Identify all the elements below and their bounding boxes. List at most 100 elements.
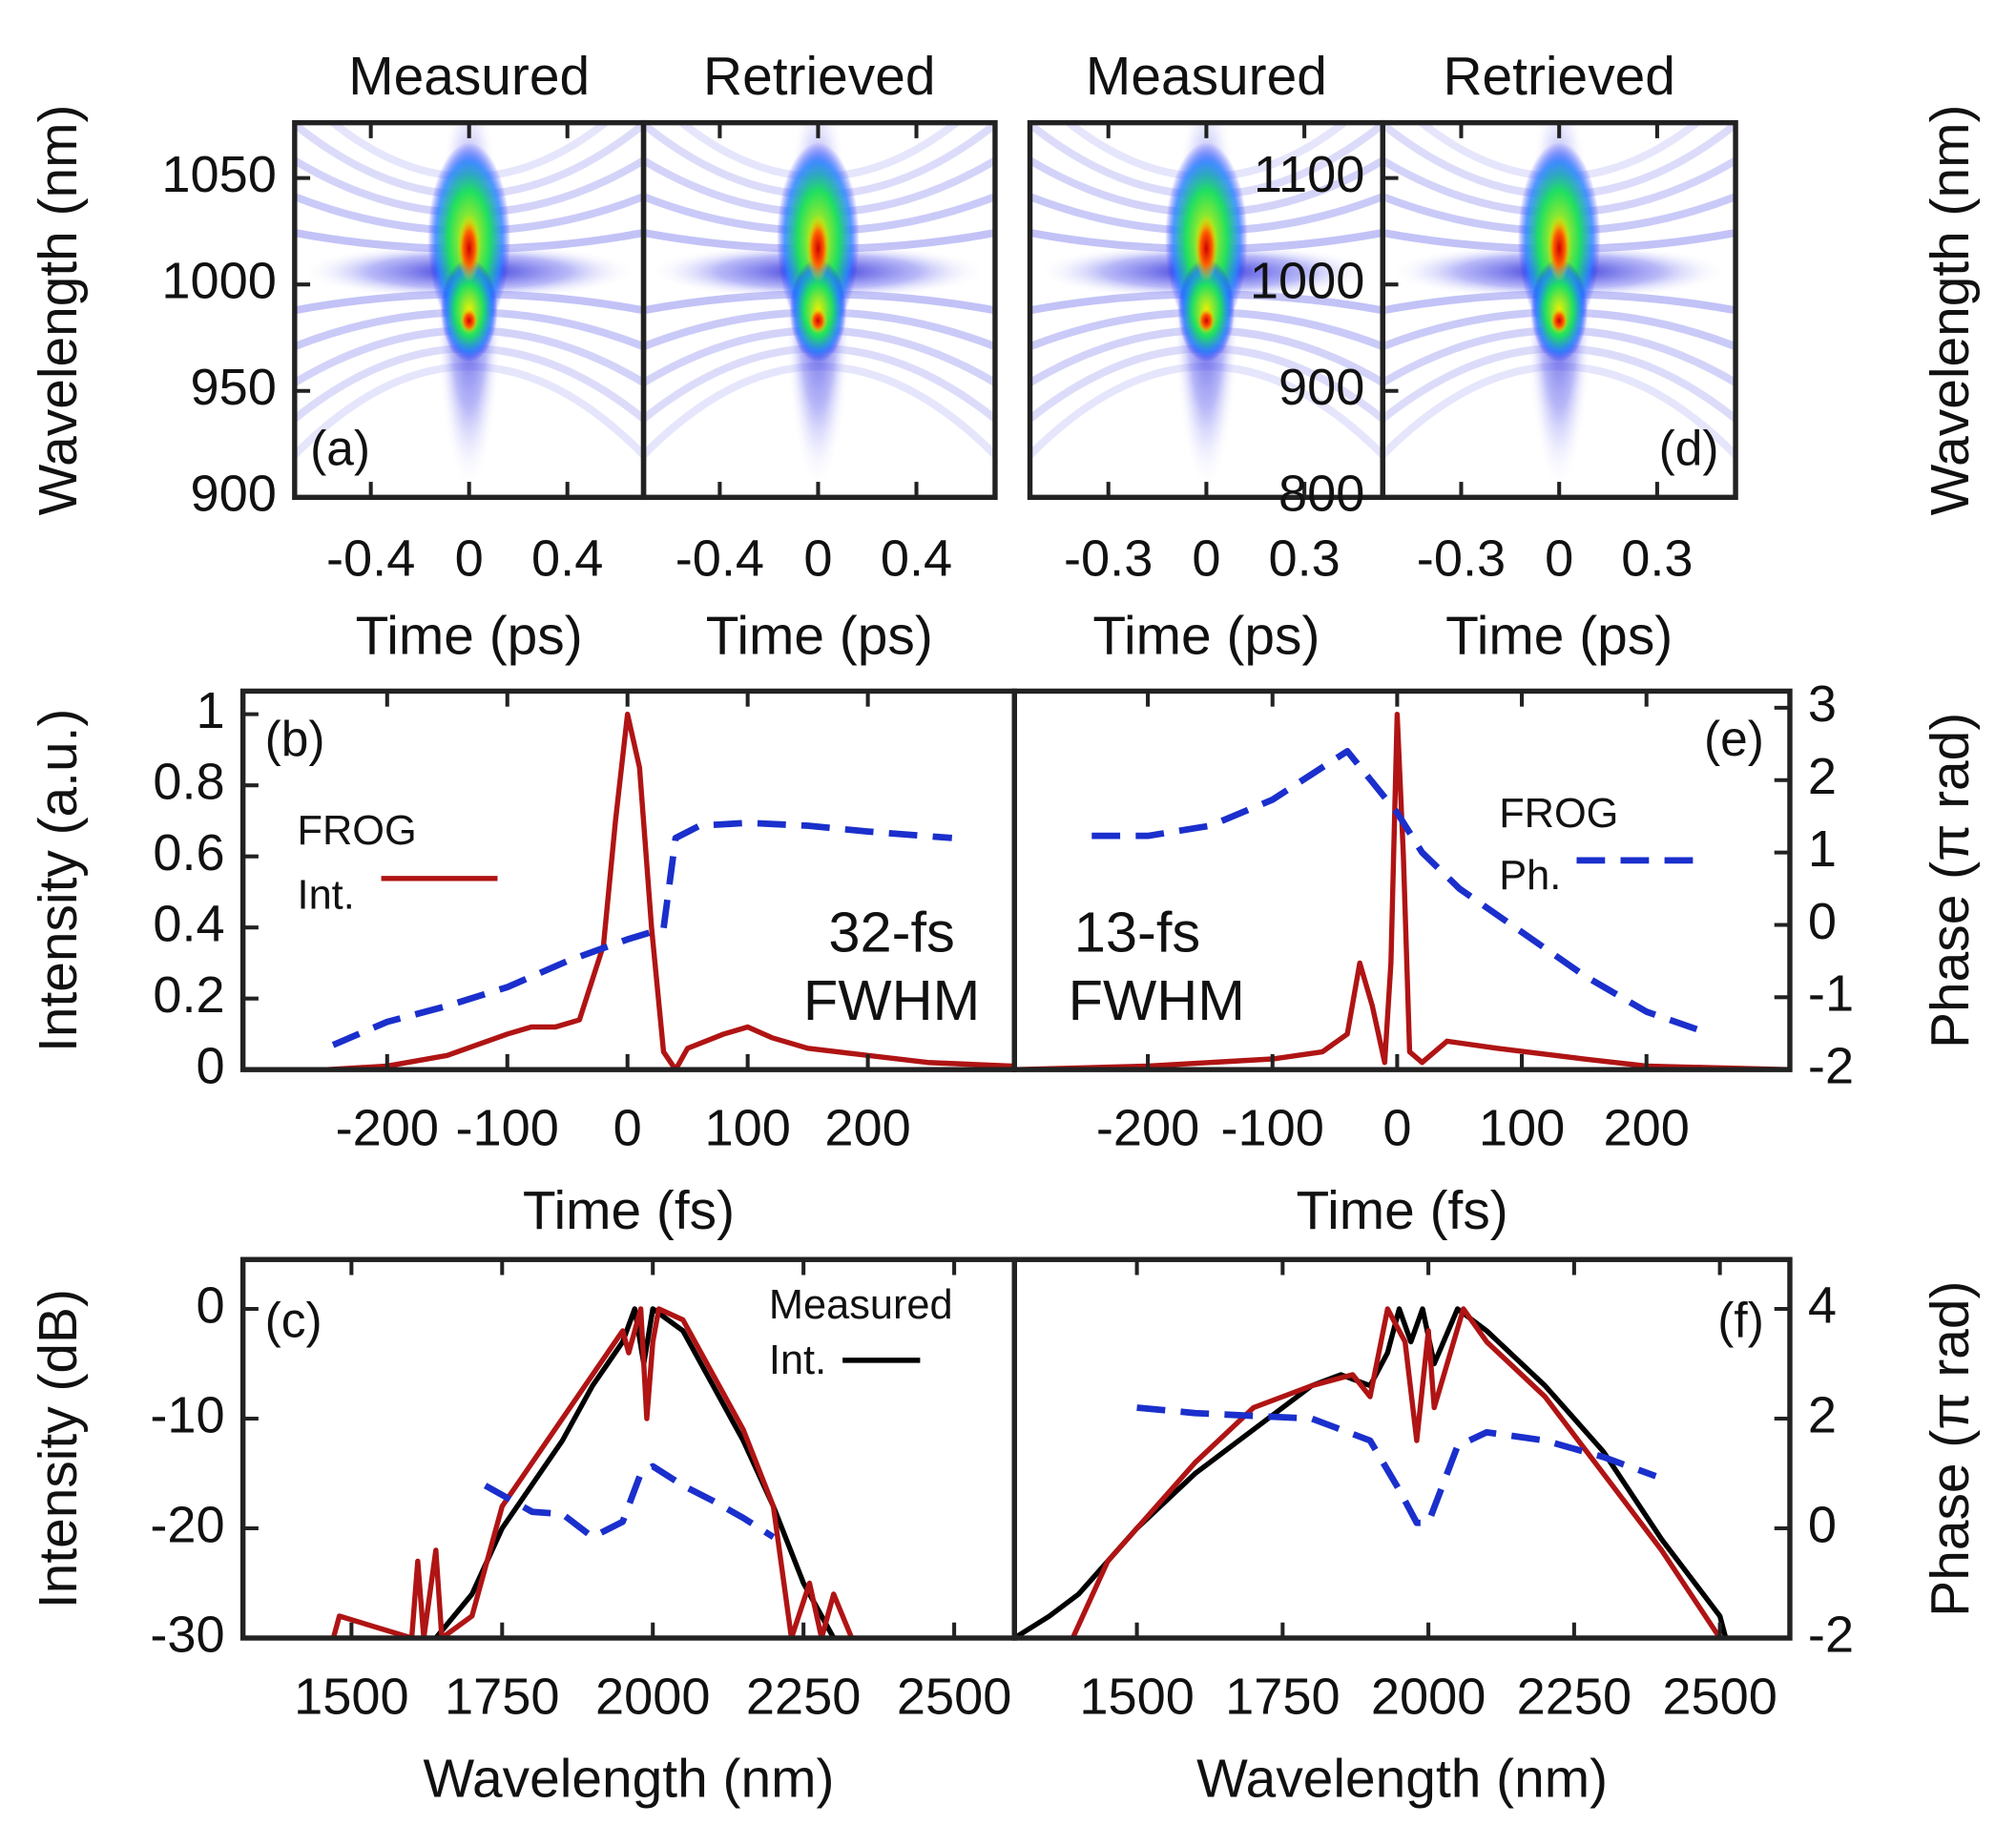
x-tick-label: 0.3 [1268, 529, 1340, 587]
trace-peak [1549, 307, 1569, 334]
y2-tick-label: 2 [1808, 748, 1837, 805]
y2-tick-label: 1 [1808, 820, 1837, 878]
x-tick-label: -100 [456, 1100, 559, 1157]
x-tick-label: -200 [1096, 1100, 1199, 1157]
trace-peak [1196, 307, 1216, 334]
legend-text: FROG [298, 808, 417, 854]
plot-area [242, 711, 1012, 1070]
x-tick-label: 0.4 [531, 529, 603, 587]
x-tick-label: -0.4 [326, 529, 415, 587]
panel-title: Measured [348, 47, 590, 107]
trace-peak [806, 215, 830, 282]
panel-label: (f) [1717, 1293, 1764, 1348]
y2-tick-label: 0 [1808, 1496, 1837, 1553]
legend-text: Int. [298, 873, 355, 919]
x-tick-label: -0.3 [1417, 529, 1506, 587]
data-line [1091, 748, 1711, 1037]
legend-text: Measured [769, 1282, 953, 1328]
x-axis-label: Time (ps) [706, 606, 933, 666]
y-tick-label: 1000 [1250, 253, 1365, 310]
x-tick-label: 2000 [1371, 1668, 1486, 1725]
y-tick-label: 0.2 [153, 966, 224, 1024]
trace-peak [460, 307, 479, 334]
x-tick-label: 2250 [746, 1668, 862, 1725]
x-tick-label: 0.4 [881, 529, 952, 587]
y-tick-label: 950 [190, 359, 276, 416]
panel-title: Retrieved [1443, 47, 1674, 107]
x-tick-label: 100 [704, 1100, 790, 1157]
x-tick-label: 0 [455, 529, 484, 587]
data-line [331, 819, 953, 1048]
y-tick-label: 0 [197, 1038, 225, 1095]
x-axis-label: Wavelength (nm) [423, 1750, 834, 1810]
trace-peak [457, 215, 481, 282]
x-tick-label: 0 [1382, 1100, 1411, 1157]
plot-area [1014, 1306, 1729, 1638]
x-tick-label: 1750 [445, 1668, 560, 1725]
panel-label: (c) [265, 1293, 322, 1348]
y-tick-label: 1100 [1254, 146, 1364, 203]
x-tick-label: 2500 [897, 1668, 1012, 1725]
x-axis-label: Time (ps) [356, 606, 583, 666]
trace-peak [1547, 215, 1571, 282]
plot-area [294, 122, 644, 491]
y-tick-label: 1000 [161, 253, 277, 310]
x-tick-label: 0 [1192, 529, 1220, 587]
plot-frame [1011, 1256, 1793, 1641]
x-axis-label: Wavelength (nm) [1196, 1750, 1608, 1810]
legend-text: FROG [1499, 791, 1618, 837]
x-tick-label: 1750 [1225, 1668, 1341, 1725]
y-tick-label: -30 [150, 1606, 224, 1663]
panel-label: (d) [1659, 421, 1719, 476]
y-tick-label: 1 [197, 682, 225, 739]
y2-tick-label: 3 [1808, 675, 1837, 733]
trace-peak [1195, 215, 1218, 282]
x-axis-label: Time (fs) [1297, 1181, 1508, 1241]
y-axis-label: Intensity (dB) [29, 1289, 89, 1608]
plot-area [330, 1306, 855, 1638]
plot-frame [1011, 688, 1793, 1072]
y-tick-label: 0.8 [153, 753, 224, 810]
x-tick-label: 100 [1479, 1100, 1565, 1157]
x-tick-label: 0.3 [1621, 529, 1693, 587]
plot-area [1382, 122, 1736, 491]
y-tick-label: 0.6 [153, 824, 224, 882]
x-tick-label: 0 [803, 529, 832, 587]
panel-title: Measured [1086, 47, 1327, 107]
y-tick-label: -10 [150, 1386, 224, 1443]
legend-text: Ph. [1499, 853, 1561, 899]
panel-label: (b) [265, 711, 325, 766]
y-axis-label: Phase (π rad) [1921, 713, 1981, 1048]
trace-peak [808, 307, 827, 334]
plot-area [643, 122, 995, 491]
x-tick-label: -200 [336, 1100, 439, 1157]
y2-tick-label: -1 [1808, 965, 1854, 1023]
data-line [330, 1306, 855, 1638]
plot-area [1029, 122, 1383, 491]
panel-title: Retrieved [703, 47, 935, 107]
y-axis-label: Intensity (a.u.) [29, 709, 89, 1052]
y-axis-label: Wavelength (nm) [1921, 105, 1981, 516]
y2-tick-label: -2 [1808, 1038, 1854, 1095]
x-tick-label: -0.3 [1064, 529, 1153, 587]
legend-text: Int. [769, 1338, 826, 1383]
x-tick-label: 0 [613, 1100, 642, 1157]
y2-tick-label: 0 [1808, 893, 1837, 950]
y-tick-label: 800 [1278, 466, 1364, 523]
x-tick-label: -100 [1221, 1100, 1324, 1157]
y-axis-label: Wavelength (nm) [29, 105, 89, 516]
y-tick-label: 1050 [161, 146, 277, 203]
y-axis-label: Phase (π rad) [1921, 1281, 1981, 1617]
data-line [242, 711, 1012, 1070]
data-line [1014, 711, 1790, 1070]
x-tick-label: 1500 [1079, 1668, 1195, 1725]
y-tick-label: 0 [197, 1276, 225, 1334]
x-tick-label: 1500 [294, 1668, 409, 1725]
y2-tick-label: 2 [1808, 1386, 1837, 1443]
data-line [1014, 1306, 1729, 1638]
data-line [483, 1462, 776, 1541]
annotation: 13-fs [1074, 900, 1200, 964]
panel-label: (e) [1704, 711, 1764, 766]
annotation: FWHM [1069, 968, 1245, 1032]
